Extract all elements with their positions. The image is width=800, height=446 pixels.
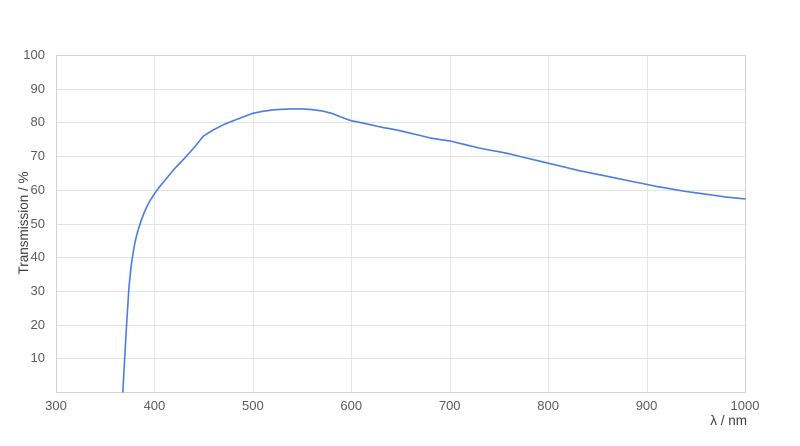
y-tick-label: 100: [23, 47, 45, 62]
series-line-transmission: [122, 108, 746, 393]
x-tick-label: 600: [340, 398, 363, 413]
x-axis-title: λ / nm: [710, 413, 747, 428]
y-tick-label: 60: [30, 181, 45, 197]
x-tick-label: 900: [635, 398, 658, 413]
y-tick-label: 30: [30, 282, 45, 298]
plot-border: [56, 55, 746, 393]
y-tick-label: 20: [30, 316, 45, 332]
x-tick-label: 400: [143, 398, 166, 413]
x-tick-label: 800: [537, 398, 559, 413]
y-tick-label: 70: [30, 148, 45, 164]
y-tick-label: 40: [30, 249, 45, 265]
y-tick-label: 50: [30, 215, 45, 231]
y-tick-label: 80: [30, 114, 45, 130]
x-tick-label: 700: [438, 398, 461, 413]
x-tick-label: 1000: [730, 398, 760, 413]
x-tick-label: 500: [241, 398, 264, 413]
y-tick-label: 10: [30, 350, 45, 366]
y-axis-title: Transmission / %: [16, 171, 31, 275]
y-tick-label: 90: [30, 80, 45, 96]
x-tick-label: 300: [45, 398, 67, 413]
